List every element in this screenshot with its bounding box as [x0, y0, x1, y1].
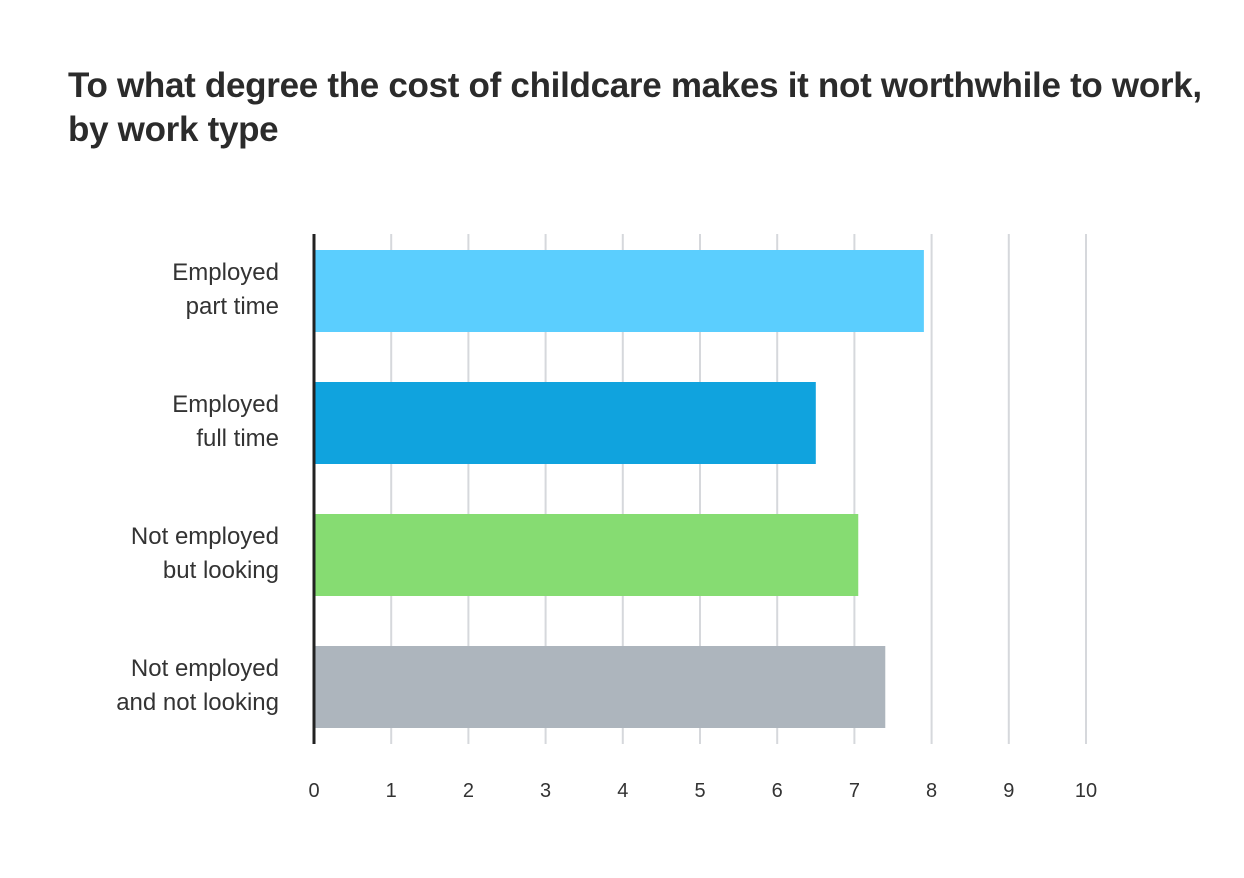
x-tick-label: 7: [849, 780, 860, 802]
x-tick-label: 0: [308, 780, 319, 802]
x-tick-label: 8: [926, 780, 937, 802]
bar: [314, 514, 859, 596]
category-label: and not looking: [116, 689, 279, 716]
bar: [314, 382, 816, 464]
x-tick-label: 10: [1075, 780, 1097, 802]
bar: [314, 250, 924, 332]
category-label: Employed: [172, 391, 279, 418]
bar: [314, 646, 886, 728]
x-tick-label: 6: [772, 780, 783, 802]
x-tick-label: 2: [463, 780, 474, 802]
x-tick-label: 4: [617, 780, 628, 802]
x-tick-label: 1: [386, 780, 397, 802]
x-tick-label: 5: [694, 780, 705, 802]
category-label: but looking: [163, 557, 279, 584]
category-label: Employed: [172, 259, 279, 286]
category-label: full time: [196, 425, 279, 452]
x-tick-label: 9: [1003, 780, 1014, 802]
chart-title: To what degree the cost of childcare mak…: [68, 66, 1202, 149]
category-label: part time: [186, 293, 279, 320]
category-label: Not employed: [131, 523, 279, 550]
category-label: Not employed: [131, 655, 279, 682]
x-tick-label: 3: [540, 780, 551, 802]
